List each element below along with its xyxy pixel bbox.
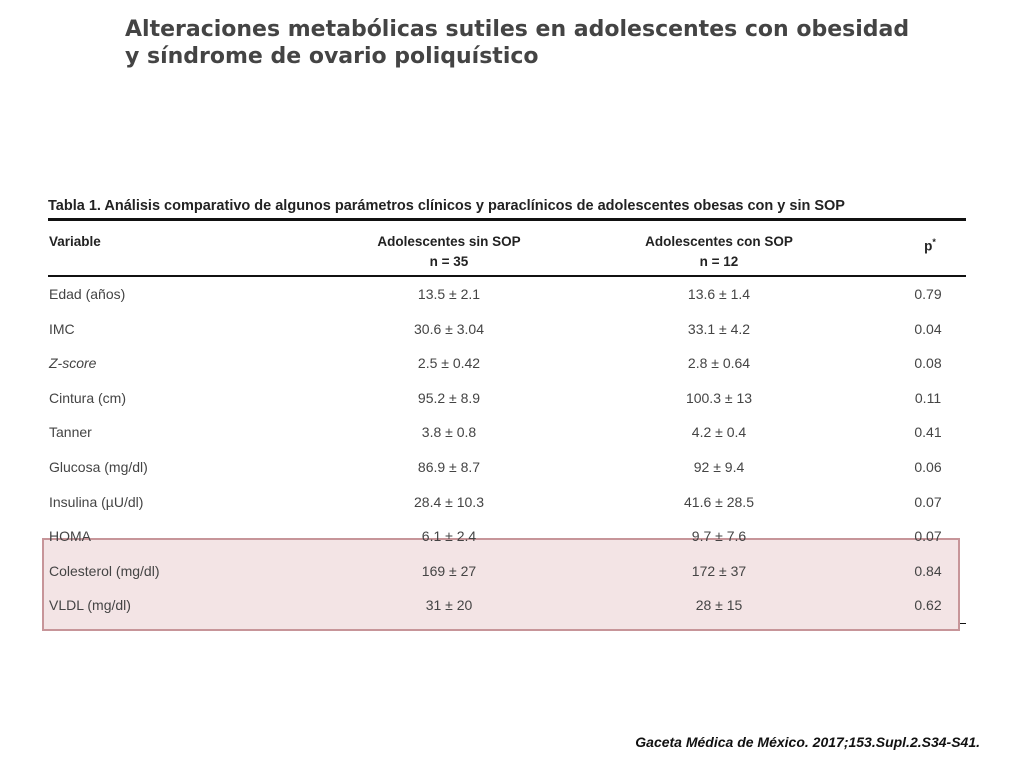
cell-p: 0.79 <box>914 286 942 302</box>
cell-sin-sop: 31 ± 20 <box>425 597 473 614</box>
table-row: Z-score 2.5 ± 0.42 2.8 ± 0.64 0.08 <box>48 346 966 381</box>
cell-variable: IMC <box>49 320 75 337</box>
cell-con-sop: 2.8 ± 0.64 <box>687 355 751 372</box>
cell-p: 0.06 <box>914 458 942 475</box>
cell-variable: Colesterol (mg/dl) <box>49 562 160 579</box>
header-sin-sop: Adolescentes sin SOP n = 35 <box>338 232 560 272</box>
title-line-1: Alteraciones metabólicas sutiles en adol… <box>125 17 910 42</box>
highlight-box <box>42 538 960 631</box>
table-top-rule <box>48 218 966 221</box>
title-line-2: y síndrome de ovario poliquístico <box>125 44 539 69</box>
cell-sin-sop: 6.1 ± 2.4 <box>421 528 477 545</box>
table-row: IMC 30.6 ± 3.04 33.1 ± 4.2 0.04 <box>48 312 966 347</box>
header-sin-sop-label: Adolescentes sin SOP <box>377 234 521 249</box>
cell-p: 0.07 <box>914 493 942 510</box>
cell-variable: Glucosa (mg/dl) <box>49 458 148 475</box>
table-row: HOMA 6.1 ± 2.4 9.7 ± 7.6 0.07 <box>48 519 966 554</box>
table-row: Insulina (µU/dl) 28.4 ± 10.3 41.6 ± 28.5… <box>48 485 966 520</box>
table-row: Glucosa (mg/dl) 86.9 ± 8.7 92 ± 9.4 0.06 <box>48 450 966 485</box>
cell-sin-sop: 13.5 ± 2.1 <box>417 286 481 302</box>
cell-variable: Tanner <box>49 424 92 441</box>
cell-variable: Z-score <box>49 355 97 372</box>
table-row: Cintura (cm) 95.2 ± 8.9 100.3 ± 13 0.11 <box>48 381 966 416</box>
header-con-sop-label: Adolescentes con SOP <box>645 234 793 249</box>
cell-sin-sop: 169 ± 27 <box>421 562 477 579</box>
cell-p: 0.08 <box>914 355 942 372</box>
cell-variable: HOMA <box>49 528 91 545</box>
cell-p: 0.84 <box>914 562 942 579</box>
cell-variable: Insulina (µU/dl) <box>49 493 144 510</box>
cell-con-sop: 100.3 ± 13 <box>685 389 753 406</box>
header-con-sop: Adolescentes con SOP n = 12 <box>609 232 829 272</box>
table-body: Edad (años) 13.5 ± 2.1 13.6 ± 1.4 0.79 I… <box>42 277 966 631</box>
cell-con-sop: 172 ± 37 <box>691 562 747 579</box>
cell-con-sop: 41.6 ± 28.5 <box>684 493 754 510</box>
page-title: Alteraciones metabólicas sutiles en adol… <box>125 16 945 70</box>
header-sin-sop-n: n = 35 <box>429 254 469 269</box>
header-p-mark: * <box>932 237 936 247</box>
table-row: Colesterol (mg/dl) 169 ± 27 172 ± 37 0.8… <box>48 554 966 589</box>
table-row: VLDL (mg/dl) 31 ± 20 28 ± 15 0.62 <box>48 588 966 623</box>
header-variable: Variable <box>49 234 101 249</box>
table-caption: Tabla 1. Análisis comparativo de algunos… <box>48 198 845 214</box>
cell-con-sop: 13.6 ± 1.4 <box>687 286 751 302</box>
cell-con-sop: 92 ± 9.4 <box>693 458 745 475</box>
cell-variable: VLDL (mg/dl) <box>49 597 131 614</box>
cell-variable: Edad (años) <box>49 286 126 302</box>
cell-p: 0.11 <box>914 389 942 406</box>
cell-sin-sop: 95.2 ± 8.9 <box>417 389 481 406</box>
cell-p: 0.04 <box>914 320 942 337</box>
cell-con-sop: 28 ± 15 <box>695 597 743 614</box>
table-row: Tanner 3.8 ± 0.8 4.2 ± 0.4 0.41 <box>48 415 966 450</box>
header-p: p* <box>910 232 950 257</box>
cell-con-sop: 4.2 ± 0.4 <box>691 424 747 441</box>
cell-con-sop: 9.7 ± 7.6 <box>691 528 747 545</box>
cell-variable: Cintura (cm) <box>49 389 127 406</box>
table-header-row: Variable Adolescentes sin SOP n = 35 Ado… <box>48 221 966 277</box>
cell-p: 0.62 <box>914 597 942 614</box>
cell-sin-sop: 30.6 ± 3.04 <box>414 320 484 337</box>
cell-p: 0.41 <box>914 424 942 441</box>
data-table: Tabla 1. Análisis comparativo de algunos… <box>42 196 966 631</box>
cell-sin-sop: 2.5 ± 0.42 <box>417 355 481 372</box>
cell-sin-sop: 3.8 ± 0.8 <box>421 424 477 441</box>
cell-p: 0.07 <box>914 528 942 545</box>
header-con-sop-n: n = 12 <box>699 254 739 269</box>
cell-con-sop: 33.1 ± 4.2 <box>687 320 751 337</box>
header-p-label: p <box>924 238 933 254</box>
cell-sin-sop: 86.9 ± 8.7 <box>417 458 481 475</box>
table-row: Edad (años) 13.5 ± 2.1 13.6 ± 1.4 0.79 <box>48 277 966 312</box>
citation: Gaceta Médica de México. 2017;153.Supl.2… <box>635 734 980 750</box>
cell-sin-sop: 28.4 ± 10.3 <box>414 493 484 510</box>
